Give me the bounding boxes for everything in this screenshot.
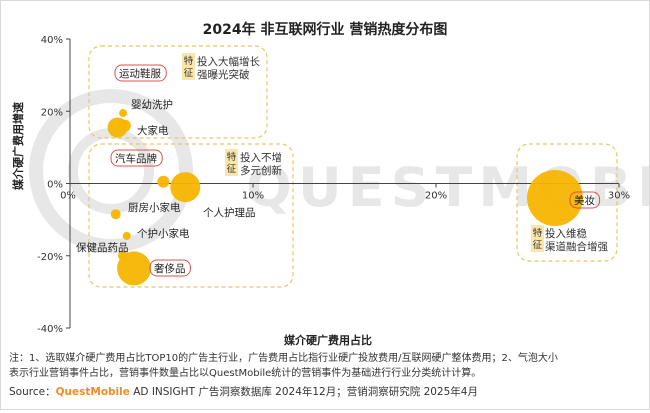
y-tick-label: 20% (41, 107, 63, 118)
y-tick-label: 40% (41, 35, 63, 46)
bubble-label: 运动鞋服 (119, 67, 161, 80)
x-tick-label: 0% (60, 191, 76, 202)
feature-description: 投入维稳 (545, 227, 587, 240)
x-tick-label: 30% (608, 191, 630, 202)
bubble[interactable] (118, 119, 131, 132)
footnote-line-2: 表示行业营销事件占比，营销事件数量占比以QuestMobile统计的营销事件为基… (9, 366, 481, 379)
feature-description: 投入大幅增长 (197, 55, 260, 68)
bubble-label: 汽车品牌 (115, 152, 157, 165)
source-rest: AD INSIGHT 广告洞察数据库 2024年12月；营销洞察研究院 2025… (130, 385, 478, 398)
feature-tag-bg (531, 225, 544, 252)
feature-description: 多元创新 (240, 164, 282, 177)
y-tick-label: 0% (47, 180, 63, 191)
bubble[interactable] (110, 209, 121, 220)
source-line: Source：QuestMobile AD INSIGHT 广告洞察数据库 20… (9, 385, 478, 398)
chart-title: 2024年 非互联网行业 营销热度分布图 (203, 21, 448, 38)
x-tick-label: 20% (425, 191, 447, 202)
watermark-text: QUESTMOBILE (246, 156, 649, 219)
bubble-label: 奢侈品 (154, 262, 186, 275)
bubble-label-box (569, 191, 601, 209)
feature-tag-text: 征 (227, 164, 237, 175)
bubble-label: 保健品药品 (76, 241, 129, 254)
source-prefix: Source： (9, 386, 56, 398)
feature-tag-text: 特 (184, 55, 194, 67)
feature-tag-bg (225, 149, 238, 176)
bubble-label: 大家电 (137, 124, 169, 137)
feature-tag-text: 特 (533, 227, 543, 239)
bubble[interactable] (119, 109, 128, 118)
bubble[interactable] (118, 250, 129, 261)
footnote-line-1: 注：1、选取媒介硬广费用占比TOP10的广告主行业，广告费用占比指行业硬广投放费… (9, 351, 558, 364)
feature-tag-text: 征 (533, 240, 543, 251)
y-axis-label: 媒介硬广费用增速 (11, 102, 25, 191)
bubble[interactable] (526, 169, 583, 226)
bubble-label: 婴幼洗护 (131, 98, 173, 111)
source-brand: QuestMobile (56, 386, 130, 398)
y-tick-label: -40% (37, 324, 63, 335)
feature-tag-text: 征 (184, 68, 194, 79)
group-boxes (88, 45, 618, 288)
bubble-label-box (149, 259, 191, 277)
feature-description: 强曝光突破 (197, 68, 250, 81)
bubble[interactable] (122, 231, 131, 240)
x-tick-label: 10% (242, 191, 264, 202)
y-tick-label: -20% (37, 252, 63, 263)
bubble-label: 厨房小家电 (128, 201, 181, 214)
bubble-label: 美妆 (574, 194, 595, 207)
feature-description: 投入不增 (240, 151, 282, 164)
bubble-label: 个护小家电 (137, 227, 190, 240)
feature-tag-bg (182, 53, 195, 80)
feature-description: 渠道融合增强 (545, 240, 608, 253)
feature-tag-text: 特 (227, 151, 237, 163)
bubble-label-box (114, 64, 167, 82)
bubble-label: 个人护理品 (203, 206, 256, 219)
group-box (88, 45, 268, 139)
group-box (516, 143, 618, 262)
x-axis-label: 媒介硬广费用占比 (283, 333, 372, 347)
bubble[interactable] (170, 172, 201, 203)
bubble[interactable] (157, 175, 170, 188)
bubble-label-box (110, 149, 163, 167)
